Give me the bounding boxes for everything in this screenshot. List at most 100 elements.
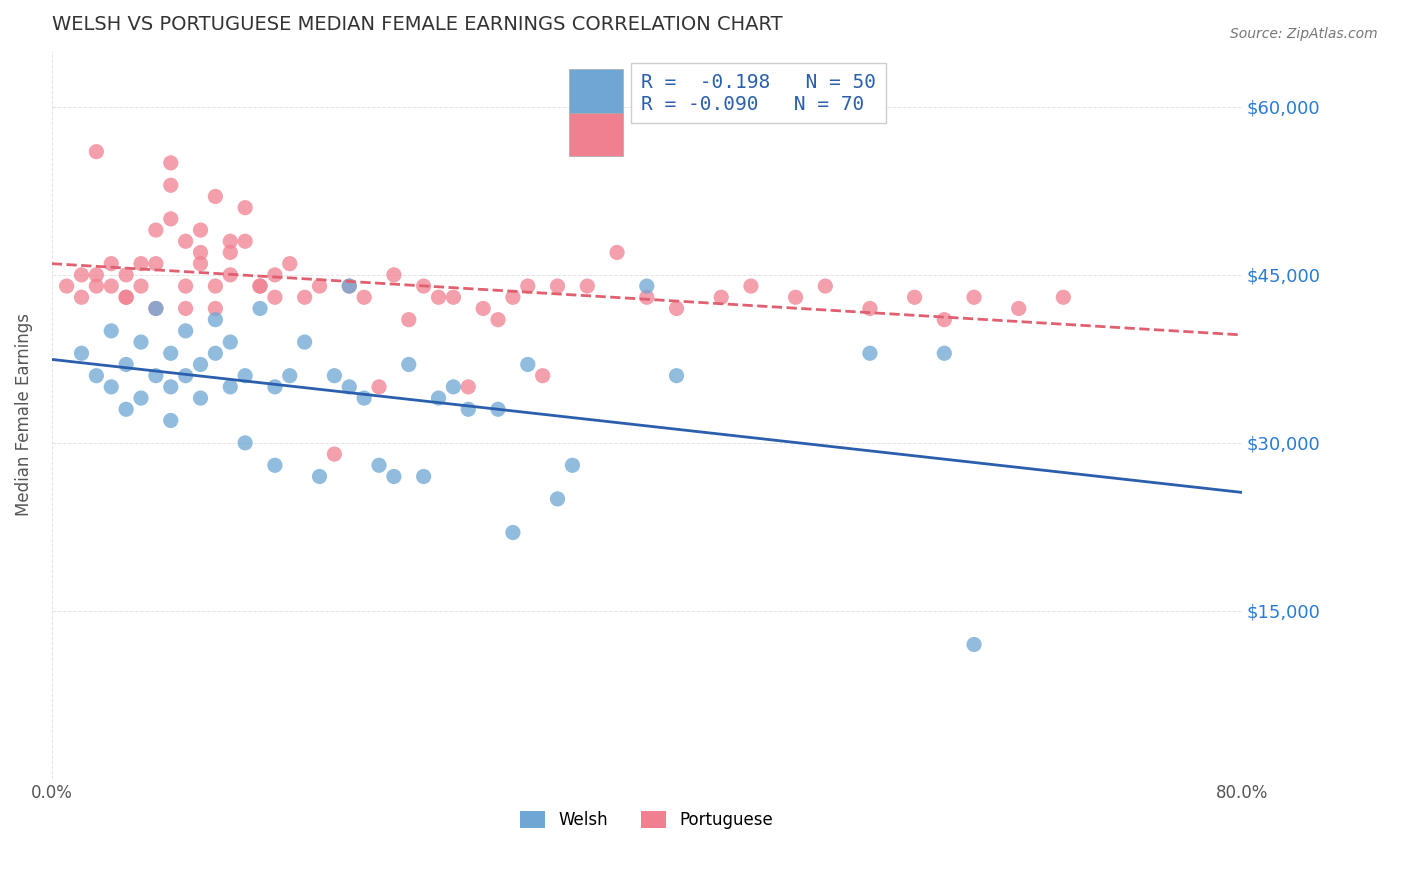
Legend: Welsh, Portuguese: Welsh, Portuguese: [513, 805, 780, 836]
Point: [502, 290, 524, 304]
Point: [204, 312, 226, 326]
Point: [353, 290, 375, 304]
Point: [486, 402, 509, 417]
Point: [963, 290, 986, 304]
Point: [441, 380, 464, 394]
Point: [353, 391, 375, 405]
Point: [441, 290, 464, 304]
Point: [934, 346, 956, 360]
Point: [159, 156, 181, 170]
Point: [814, 279, 837, 293]
Point: [561, 458, 583, 473]
Point: [204, 346, 226, 360]
Point: [859, 346, 882, 360]
Point: [368, 458, 391, 473]
Text: R =  -0.198   N = 50
R = -0.090   N = 70: R = -0.198 N = 50 R = -0.090 N = 70: [641, 72, 876, 113]
Point: [337, 279, 360, 293]
Point: [233, 201, 256, 215]
Point: [86, 279, 108, 293]
Point: [100, 279, 122, 293]
Point: [145, 368, 167, 383]
Point: [427, 391, 450, 405]
Point: [86, 368, 108, 383]
Point: [710, 290, 733, 304]
Point: [100, 257, 122, 271]
Point: [547, 491, 569, 506]
Point: [382, 469, 405, 483]
Point: [264, 380, 287, 394]
Point: [278, 368, 301, 383]
Point: [665, 301, 688, 316]
Point: [159, 178, 181, 193]
Point: [115, 402, 138, 417]
Point: [576, 279, 599, 293]
Point: [1052, 290, 1074, 304]
Point: [323, 368, 346, 383]
Point: [249, 279, 271, 293]
Point: [233, 234, 256, 248]
Point: [412, 469, 434, 483]
Point: [531, 368, 554, 383]
Point: [159, 413, 181, 427]
Point: [516, 358, 538, 372]
Point: [785, 290, 807, 304]
Point: [86, 268, 108, 282]
Point: [174, 279, 197, 293]
Point: [100, 324, 122, 338]
Point: [145, 301, 167, 316]
Point: [382, 268, 405, 282]
Point: [159, 346, 181, 360]
Point: [427, 290, 450, 304]
Point: [70, 290, 93, 304]
Point: [398, 358, 420, 372]
Point: [547, 279, 569, 293]
Point: [129, 279, 152, 293]
Point: [516, 279, 538, 293]
Point: [233, 436, 256, 450]
Point: [934, 312, 956, 326]
Point: [129, 334, 152, 349]
Point: [457, 380, 479, 394]
Point: [740, 279, 762, 293]
Point: [249, 301, 271, 316]
Point: [486, 312, 509, 326]
Point: [337, 279, 360, 293]
Y-axis label: Median Female Earnings: Median Female Earnings: [15, 313, 32, 516]
Point: [219, 380, 242, 394]
Point: [219, 334, 242, 349]
Point: [323, 447, 346, 461]
Point: [264, 458, 287, 473]
Point: [264, 290, 287, 304]
Point: [145, 257, 167, 271]
Point: [278, 257, 301, 271]
Point: [190, 358, 212, 372]
Point: [219, 245, 242, 260]
Point: [219, 268, 242, 282]
Point: [129, 257, 152, 271]
Text: Source: ZipAtlas.com: Source: ZipAtlas.com: [1230, 27, 1378, 41]
Point: [55, 279, 77, 293]
Point: [145, 301, 167, 316]
Point: [115, 290, 138, 304]
Point: [249, 279, 271, 293]
Point: [159, 211, 181, 226]
Point: [70, 268, 93, 282]
Point: [174, 368, 197, 383]
Point: [219, 234, 242, 248]
Point: [145, 223, 167, 237]
Point: [308, 279, 330, 293]
Point: [115, 358, 138, 372]
Point: [903, 290, 925, 304]
Point: [665, 368, 688, 383]
Point: [502, 525, 524, 540]
Point: [636, 279, 658, 293]
FancyBboxPatch shape: [569, 112, 623, 156]
Point: [308, 469, 330, 483]
Point: [457, 402, 479, 417]
Point: [264, 268, 287, 282]
Point: [129, 391, 152, 405]
Point: [190, 245, 212, 260]
Point: [159, 380, 181, 394]
Point: [294, 334, 316, 349]
Point: [606, 245, 628, 260]
